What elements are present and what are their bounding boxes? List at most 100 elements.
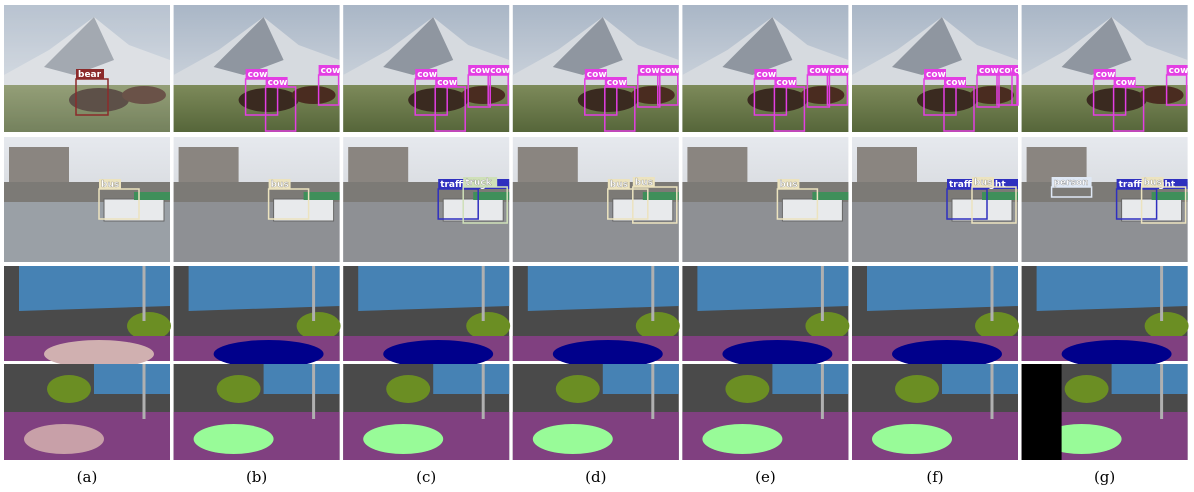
animal bbox=[292, 86, 336, 104]
detection-label: cow bbox=[1116, 78, 1136, 88]
seg-sky bbox=[19, 266, 170, 311]
seg-car bbox=[872, 424, 952, 454]
seg-vegetation bbox=[386, 375, 430, 403]
seg-vegetation bbox=[895, 375, 939, 403]
panel-column: cowcowcowcowbusbus bbox=[513, 5, 680, 460]
seg-vegetation bbox=[1065, 375, 1109, 403]
panel-column: cowcowcowcowcowtraffic lightbus bbox=[852, 5, 1034, 460]
caption: (c) bbox=[416, 468, 436, 486]
figure: bearbus(a)cowcowcowbus(b)cowcowcowcowtra… bbox=[0, 0, 1194, 492]
detection-label: cow bbox=[1096, 70, 1116, 80]
seg-car bbox=[1062, 340, 1172, 368]
seg-car bbox=[24, 424, 104, 454]
detection-label: cow bbox=[607, 78, 627, 88]
panel-column: cowcowcowcowbus bbox=[682, 5, 849, 460]
detection-label: cow bbox=[660, 66, 680, 76]
detection-label: cow bbox=[268, 78, 288, 88]
detection-label: cow bbox=[417, 70, 437, 80]
detection-label: bus bbox=[610, 180, 628, 190]
seg-sky bbox=[603, 364, 679, 394]
seg-vegetation bbox=[975, 312, 1019, 340]
seg-car bbox=[194, 424, 274, 454]
animal bbox=[239, 88, 299, 112]
seg-sky bbox=[1112, 364, 1188, 394]
seg-car bbox=[44, 340, 154, 368]
detection-label: cow bbox=[321, 66, 341, 76]
detection-label: cow bbox=[776, 78, 796, 88]
detection-label: bus bbox=[635, 178, 653, 188]
bus bbox=[782, 199, 842, 221]
detection-label: cow bbox=[926, 70, 946, 80]
bus bbox=[443, 199, 503, 221]
seg-sky bbox=[942, 364, 1018, 394]
detection-label: cow bbox=[587, 70, 607, 80]
seg-car bbox=[722, 340, 832, 368]
seg-vegetation bbox=[47, 375, 91, 403]
seg-vegetation bbox=[466, 312, 510, 340]
seg-vegetation bbox=[127, 312, 171, 340]
caption: (a) bbox=[77, 468, 98, 486]
detection-label: bear bbox=[78, 70, 102, 80]
detection-label: cow bbox=[809, 66, 829, 76]
detection-label: cow bbox=[490, 66, 510, 76]
detection-label: bus bbox=[974, 178, 992, 188]
seg-vegetation bbox=[297, 312, 341, 340]
panel-column: cowcowcowcowtraffic lighttruck bbox=[343, 5, 510, 460]
detection-label: cow bbox=[979, 66, 999, 76]
caption: (b) bbox=[246, 468, 267, 486]
animal bbox=[917, 88, 977, 112]
seg-car bbox=[553, 340, 663, 368]
seg-void bbox=[1022, 364, 1062, 460]
detection-label: bus bbox=[101, 180, 119, 190]
animal bbox=[1087, 88, 1147, 112]
bus bbox=[104, 199, 164, 221]
detection-label: cow bbox=[946, 78, 966, 88]
seg-vegetation bbox=[217, 375, 261, 403]
bus bbox=[274, 199, 334, 221]
seg-vegetation bbox=[1145, 312, 1189, 340]
detection-label: cow bbox=[640, 66, 660, 76]
seg-car bbox=[702, 424, 782, 454]
seg-car bbox=[892, 340, 1002, 368]
animal bbox=[578, 88, 638, 112]
seg-vegetation bbox=[556, 375, 600, 403]
detection-label: cow bbox=[248, 70, 268, 80]
animal bbox=[1140, 86, 1184, 104]
bus bbox=[613, 199, 673, 221]
seg-sky bbox=[772, 364, 848, 394]
detection-label: cow bbox=[829, 66, 849, 76]
seg-sky bbox=[867, 266, 1018, 311]
bus bbox=[952, 199, 1012, 221]
seg-sky bbox=[697, 266, 848, 311]
seg-sky bbox=[189, 266, 340, 311]
detection-label: person bbox=[1054, 178, 1089, 188]
caption: (e) bbox=[755, 468, 776, 486]
bus bbox=[1122, 199, 1182, 221]
seg-vegetation bbox=[636, 312, 680, 340]
seg-vegetation bbox=[805, 312, 849, 340]
detection-label: cow bbox=[1169, 66, 1189, 76]
detection-label: bus bbox=[271, 180, 289, 190]
caption: (d) bbox=[585, 468, 606, 486]
animal bbox=[408, 88, 468, 112]
seg-sky bbox=[358, 266, 509, 311]
seg-car bbox=[533, 424, 613, 454]
seg-sky bbox=[1037, 266, 1188, 311]
animal bbox=[747, 88, 807, 112]
caption: (f) bbox=[926, 468, 943, 486]
detection-label: cow bbox=[437, 78, 457, 88]
seg-vegetation bbox=[725, 375, 769, 403]
seg-car bbox=[383, 340, 493, 368]
seg-sky bbox=[528, 266, 679, 311]
rain bbox=[4, 5, 170, 132]
seg-sky bbox=[433, 364, 509, 394]
detection-label: truck bbox=[465, 178, 492, 188]
detection-label: bus bbox=[1144, 178, 1162, 188]
detection-label: bus bbox=[779, 180, 797, 190]
detection-label: cow bbox=[756, 70, 776, 80]
panel-column: bear bus bbox=[4, 5, 171, 460]
seg-car bbox=[363, 424, 443, 454]
seg-car bbox=[214, 340, 324, 368]
